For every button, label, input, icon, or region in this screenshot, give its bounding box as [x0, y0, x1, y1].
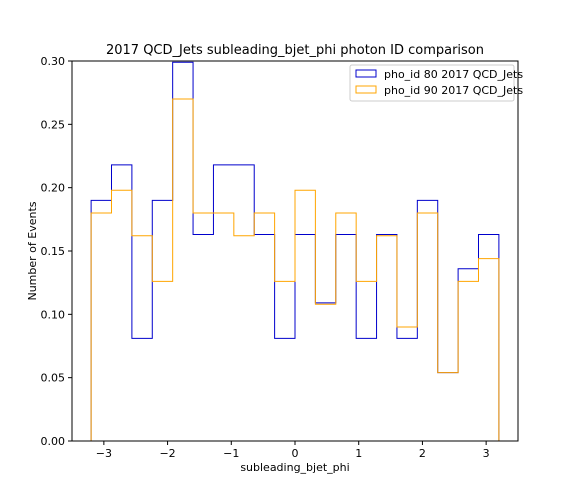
- x-tick-label: 0: [292, 447, 299, 460]
- legend-label-pho-id-90: pho_id 90 2017 QCD_Jets: [384, 84, 523, 97]
- legend: pho_id 80 2017 QCD_Jets pho_id 90 2017 Q…: [349, 64, 523, 102]
- x-tick-label: −1: [223, 447, 239, 460]
- x-tick-label: 1: [355, 447, 362, 460]
- x-axis: −3 −2 −1 0 1 2 3: [96, 441, 490, 460]
- y-tick-label: 0.15: [41, 245, 66, 258]
- x-axis-label: subleading_bjet_phi: [240, 461, 349, 474]
- legend-box: [349, 64, 515, 102]
- legend-swatch-pho-id-90: [355, 85, 377, 94]
- y-tick-label: 0.25: [41, 118, 66, 131]
- y-tick-label: 0.20: [41, 182, 66, 195]
- chart-title: 2017 QCD_Jets subleading_bjet_phi photon…: [106, 43, 484, 58]
- y-tick-label: 0.10: [41, 308, 66, 321]
- x-tick-label: 2: [419, 447, 426, 460]
- legend-swatch-pho-id-80: [355, 69, 377, 78]
- legend-label-pho-id-80: pho_id 80 2017 QCD_Jets: [384, 68, 523, 81]
- y-axis-label: Number of Events: [26, 201, 39, 300]
- y-tick-label: 0.30: [41, 55, 66, 68]
- x-tick-label: −2: [159, 447, 175, 460]
- y-tick-label: 0.00: [41, 435, 66, 448]
- y-axis: 0.00 0.05 0.10 0.15 0.20 0.25 0.30: [41, 55, 72, 448]
- series-pho-id-90-2017-qcd-jets: [90, 98, 500, 441]
- x-tick-label: 3: [483, 447, 490, 460]
- series-layer: [90, 61, 500, 441]
- x-tick-label: −3: [96, 447, 112, 460]
- y-tick-label: 0.05: [41, 372, 66, 385]
